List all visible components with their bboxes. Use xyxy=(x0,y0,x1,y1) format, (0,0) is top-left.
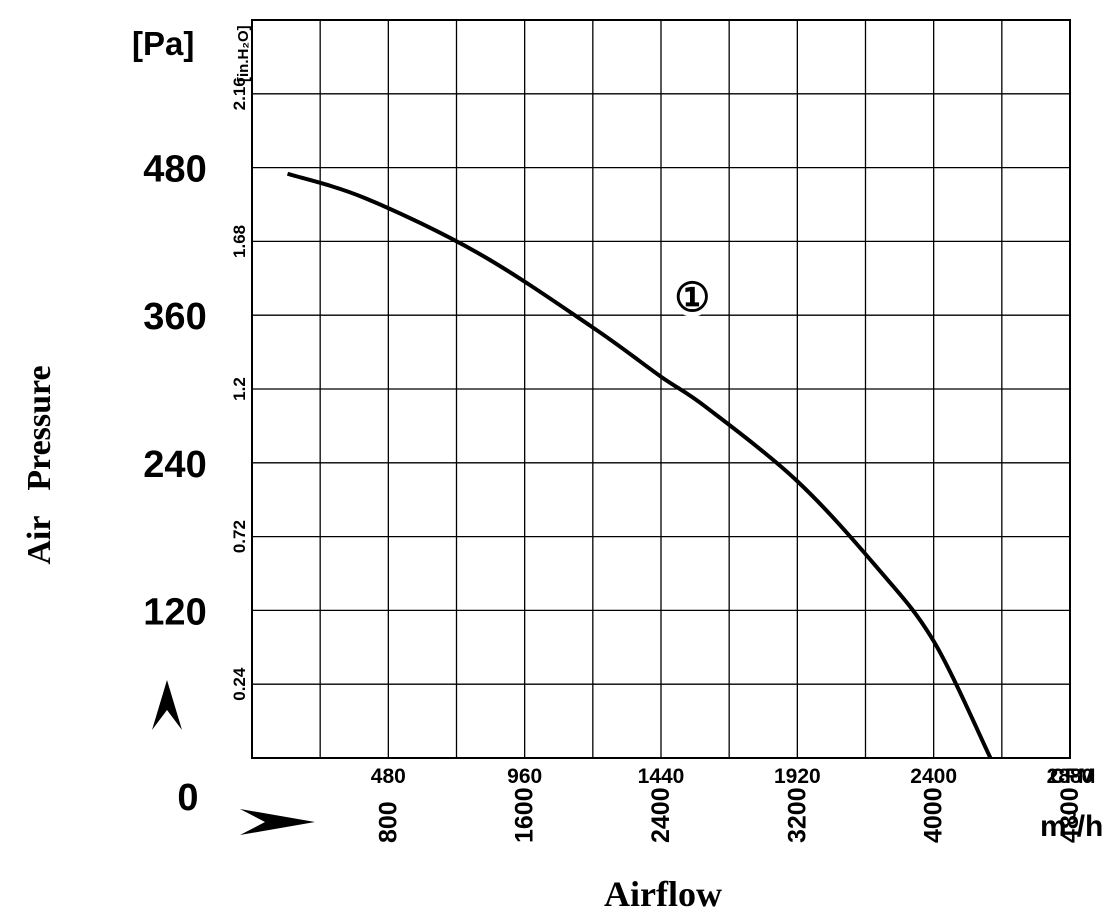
x-unit-m3h-tail: /h xyxy=(1077,810,1104,843)
series-curve-1 xyxy=(286,171,993,759)
y-tick-label-pa: 480 xyxy=(143,149,206,191)
x-tick-label-cfm: 480 xyxy=(371,765,406,788)
x-tick-label-cfm: 2400 xyxy=(910,765,957,788)
x-axis-arrow-icon xyxy=(240,809,315,835)
y-axis-arrow-icon xyxy=(152,680,182,730)
y-tick-label-inh2o: 2.16 xyxy=(230,77,249,110)
plot-frame xyxy=(251,19,1071,759)
x-unit-m3h-base: m xyxy=(1040,810,1067,843)
annotation-layer: ① xyxy=(672,275,713,320)
y-tick-label-inh2o: 0.24 xyxy=(230,667,249,701)
x-tick-label-cfm: 2880 xyxy=(1047,765,1094,788)
x-unit-m3h: m3/h xyxy=(1040,808,1103,843)
x-tick-label-m3h: 2400 xyxy=(647,787,675,843)
y-tick-label-pa: 240 xyxy=(143,444,206,486)
x-axis-title: Airflow xyxy=(604,874,722,914)
y-tick-label-inh2o: 1.68 xyxy=(230,225,249,258)
y-tick-label-inh2o: 0.72 xyxy=(230,520,249,553)
x-tick-label-m3h: 1600 xyxy=(511,787,539,843)
x-unit-cfm: CFM xyxy=(1050,765,1096,788)
y-unit-pa: [Pa] xyxy=(132,25,194,62)
x-tick-label-m3h: 4800 xyxy=(1056,787,1084,843)
x-tick-label-m3h: 800 xyxy=(374,801,402,843)
x-unit-m3h-sup: 3 xyxy=(1067,808,1077,828)
y-tick-label-pa: 0 xyxy=(177,777,198,819)
x-tick-label-cfm: 1440 xyxy=(638,765,685,788)
grid xyxy=(252,20,1070,758)
x-tick-label-cfm: 960 xyxy=(507,765,542,788)
series-layer xyxy=(286,171,993,759)
x-tick-label-m3h: 3200 xyxy=(783,787,811,843)
y-unit-inh2o: [in.H₂O] xyxy=(235,25,252,82)
annotation-backdrop xyxy=(672,276,713,317)
y-axis-title: Air Pressure xyxy=(21,365,58,564)
x-tick-label-m3h: 4000 xyxy=(920,787,948,843)
y-tick-label-inh2o: 1.2 xyxy=(230,377,249,401)
x-tick-label-cfm: 1920 xyxy=(774,765,821,788)
y-tick-label-pa: 120 xyxy=(143,591,206,633)
y-tick-label-pa: 360 xyxy=(143,296,206,338)
curve-label: ① xyxy=(674,275,710,320)
